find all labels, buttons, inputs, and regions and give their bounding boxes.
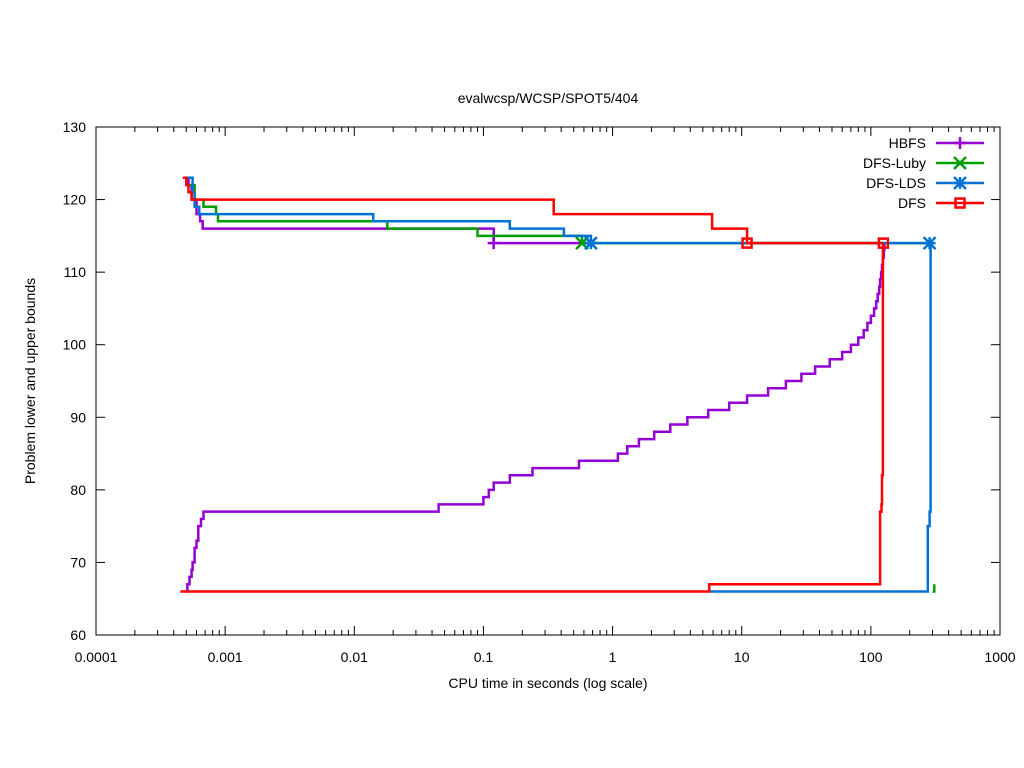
x-tick-label: 0.01 bbox=[341, 649, 368, 665]
legend-label-dfs: DFS bbox=[898, 195, 926, 211]
y-tick-label: 60 bbox=[70, 627, 86, 643]
series-hbfs-upper-line bbox=[184, 176, 582, 245]
series-hbfs bbox=[184, 176, 886, 593]
y-tick-label: 130 bbox=[63, 119, 87, 135]
series-dfs-luby-lower-line bbox=[932, 584, 936, 593]
y-axis-label: Problem lower and upper bounds bbox=[22, 278, 38, 484]
legend-marker-dfs-lds bbox=[953, 176, 967, 190]
series-dfs-upper-line bbox=[182, 176, 884, 245]
plot-frame bbox=[95, 126, 1001, 636]
x-tick-label: 100 bbox=[859, 649, 883, 665]
legend: HBFS DFS-Luby DFS-LDS DFS bbox=[863, 135, 984, 211]
series-dfs-lds-marker bbox=[584, 236, 598, 250]
legend-marker-dfs-luby bbox=[953, 156, 967, 170]
x-tick-label: 0.001 bbox=[208, 649, 243, 665]
x-tick-label: 0.1 bbox=[474, 649, 494, 665]
series-dfs-lds-upper-line bbox=[184, 176, 930, 245]
series-layer bbox=[180, 176, 937, 593]
series-dfs-marker bbox=[741, 237, 753, 249]
series-dfs-marker bbox=[877, 237, 890, 249]
y-tick-label: 120 bbox=[63, 192, 87, 208]
legend-marker-dfs bbox=[954, 197, 966, 209]
y-tick-label: 90 bbox=[70, 409, 86, 425]
legend-label-dfs-luby: DFS-Luby bbox=[863, 155, 926, 171]
x-axis-label: CPU time in seconds (log scale) bbox=[448, 675, 647, 691]
y-tick-label: 70 bbox=[70, 554, 86, 570]
series-hbfs-marker bbox=[487, 237, 500, 250]
legend-label-hbfs: HBFS bbox=[889, 135, 926, 151]
series-hbfs-lower-line bbox=[185, 243, 886, 593]
legend-label-dfs-lds: DFS-LDS bbox=[866, 175, 926, 191]
series-dfs-lds-lower-line bbox=[709, 243, 932, 593]
series-dfs-lds-marker bbox=[922, 236, 937, 250]
x-tick-label: 1000 bbox=[984, 649, 1015, 665]
series-dfs-lower-line bbox=[180, 243, 885, 593]
y-tick-label: 110 bbox=[64, 264, 87, 280]
x-tick-label: 1 bbox=[609, 649, 617, 665]
x-tick-label: 10 bbox=[734, 649, 750, 665]
legend-marker-hbfs bbox=[954, 137, 966, 149]
y-tick-label: 100 bbox=[63, 337, 87, 353]
series-dfs bbox=[180, 176, 890, 593]
chart-title: evalwcsp/WCSP/SPOT5/404 bbox=[458, 90, 639, 106]
series-dfs-luby bbox=[189, 183, 936, 593]
x-tick-label: 0.0001 bbox=[75, 649, 118, 665]
series-dfs-lds bbox=[184, 176, 937, 593]
y-tick-label: 80 bbox=[70, 482, 86, 498]
axis-ticks: 0.0001 0.001 0.01 0.1 1 10 100 1000607080901001… bbox=[63, 119, 1016, 665]
